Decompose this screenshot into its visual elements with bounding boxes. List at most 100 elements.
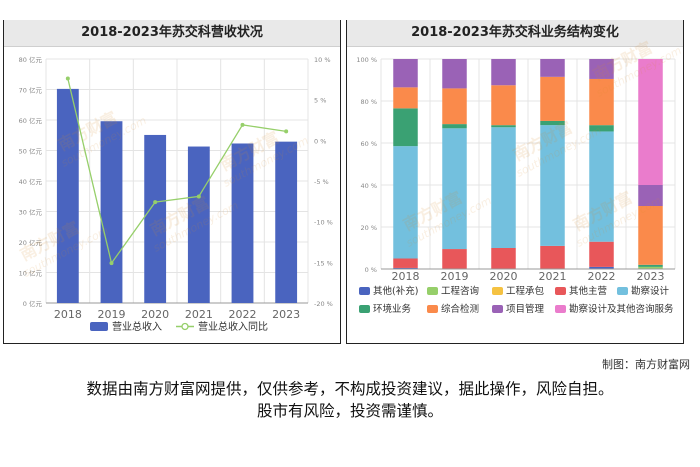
legend-label: 其他(补充): [373, 285, 418, 297]
legend-swatch: [359, 287, 370, 295]
stacked-bar-segment: [442, 128, 467, 250]
y-axis-tick-label: 60 %: [360, 140, 377, 148]
chart-credit: 制图：南方财富网: [602, 358, 690, 371]
stacked-bar-segment: [491, 127, 516, 248]
stacked-bar-segment: [393, 108, 418, 147]
stacked-bar-segment: [491, 85, 516, 126]
stacked-bar-segment: [491, 59, 516, 86]
legend-swatch: [492, 287, 503, 295]
stacked-bar-segment: [589, 266, 614, 269]
right-axis-tick-label: 5 %: [314, 97, 326, 105]
business-structure-chart: 0 % 20 % 40 % 60 % 80 % 100 % 2018 2019 2020 2021…: [356, 38, 684, 315]
stacked-bar-segment: [393, 258, 418, 268]
left-axis-tick-label: 70 亿元: [19, 86, 43, 95]
legend-swatch: [617, 287, 628, 295]
stacked-bar-segment: [540, 76, 565, 121]
legend-label: 勘察设计及其他咨询服务: [569, 303, 674, 315]
stacked-bar-segment: [638, 264, 663, 267]
x-axis-tick-label: 2022: [229, 308, 257, 321]
stacked-bar-segment: [393, 146, 418, 259]
stacked-bar-segment: [491, 248, 516, 269]
revenue-bar: [56, 88, 79, 303]
left-axis-tick-label: 10 亿元: [19, 269, 43, 278]
stacked-bar-segment: [638, 266, 663, 269]
legend-swatch: [427, 305, 438, 313]
x-axis-tick-label: 2023: [272, 308, 300, 321]
left-axis-tick-label: 0 亿元: [23, 299, 43, 308]
stacked-bar-segment: [491, 125, 516, 128]
left-axis-tick-label: 40 亿元: [19, 177, 43, 186]
stacked-bar-segment: [638, 206, 663, 265]
stacked-bar-segment: [393, 267, 418, 269]
stacked-bar-segment: [442, 88, 467, 125]
yoy-growth-point: [284, 129, 289, 134]
yoy-growth-point: [196, 194, 201, 199]
stacked-bar-segment: [540, 120, 565, 126]
left-axis-tick-label: 60 亿元: [19, 116, 43, 125]
x-axis-tick-label: 2020: [141, 308, 169, 321]
stacked-bar-segment: [393, 87, 418, 109]
revenue-bar: [187, 146, 210, 303]
x-axis-tick-label: 2019: [441, 270, 469, 283]
legend-label-yoy: 营业总收入同比: [198, 320, 268, 333]
stacked-bar-segment: [442, 249, 467, 269]
right-axis-tick-label: -20 %: [314, 300, 333, 308]
stacked-bar-segment: [393, 59, 418, 88]
x-axis-tick-label: 2018: [392, 270, 420, 283]
stacked-bar-segment: [540, 245, 565, 269]
legend-label: 综合检测: [441, 303, 479, 315]
revenue-bar: [275, 141, 298, 303]
x-axis-tick-label: 2022: [588, 270, 616, 283]
right-axis-tick-label: -15 %: [314, 259, 333, 267]
right-axis-tick-label: 0 %: [314, 137, 326, 145]
yoy-growth-point: [240, 122, 245, 127]
stacked-bar-segment: [540, 59, 565, 77]
stacked-bar-segment: [540, 125, 565, 246]
yoy-growth-point: [153, 200, 158, 205]
legend-swatch: [492, 305, 503, 313]
legend-label-revenue: 营业总收入: [112, 320, 162, 333]
legend-label: 工程承包: [506, 285, 545, 297]
legend-swatch: [555, 305, 566, 313]
revenue-bar: [144, 134, 167, 303]
yoy-growth-point: [109, 261, 114, 266]
revenue-chart: 0 亿元 10 亿元 20 亿元 30 亿元 40 亿元 50 亿元 60 亿元 70 亿元 8…: [17, 55, 333, 333]
x-axis-tick-label: 2020: [490, 270, 518, 283]
revenue-bar: [231, 143, 254, 303]
legend-swatch: [359, 305, 370, 313]
left-axis-tick-label: 80 亿元: [19, 55, 43, 64]
stacked-bar-segment: [442, 124, 467, 129]
stacked-bar-segment: [589, 241, 614, 267]
legend-label: 工程咨询: [441, 285, 479, 297]
stacked-bar-segment: [589, 125, 614, 132]
legend-label: 勘察设计: [631, 285, 670, 297]
y-axis-tick-label: 20 %: [360, 224, 377, 232]
x-axis-tick-label: 2018: [54, 308, 82, 321]
y-axis-tick-label: 0 %: [365, 266, 377, 274]
legend-marker-yoy: [181, 322, 189, 331]
right-axis-tick-label: -10 %: [314, 219, 333, 227]
legend-label: 项目管理: [506, 303, 545, 315]
legend-label: 环境业务: [373, 303, 412, 315]
legend-swatch: [427, 287, 438, 295]
disclaimer-line-1: 数据由南方财富网提供，仅供参考，不构成投资建议，据此操作，风险自担。: [86, 380, 614, 398]
stacked-bar-segment: [638, 185, 663, 206]
business-structure-chart-title: 2018-2023年苏交科业务结构变化: [347, 20, 683, 47]
business-structure-chart-panel: 2018-2023年苏交科业务结构变化 0 % 20 % 40 % 60 % 80 % 1…: [346, 20, 684, 344]
y-axis-tick-label: 40 %: [360, 182, 377, 190]
stacked-bar-segment: [442, 59, 467, 89]
left-axis-tick-label: 30 亿元: [19, 208, 43, 217]
x-axis-tick-label: 2019: [98, 308, 126, 321]
yoy-growth-point: [65, 76, 70, 81]
revenue-chart-title: 2018-2023年苏交科营收状况: [4, 20, 340, 47]
right-axis-tick-label: 10 %: [314, 56, 331, 64]
legend-swatch: [555, 287, 566, 295]
y-axis-tick-label: 80 %: [360, 98, 377, 106]
stacked-bar-segment: [589, 78, 614, 126]
revenue-bar: [100, 121, 123, 303]
x-axis-tick-label: 2021: [539, 270, 567, 283]
legend-label: 其他主营: [569, 285, 607, 297]
left-axis-tick-label: 50 亿元: [19, 147, 43, 156]
yoy-growth-line: [67, 78, 287, 265]
